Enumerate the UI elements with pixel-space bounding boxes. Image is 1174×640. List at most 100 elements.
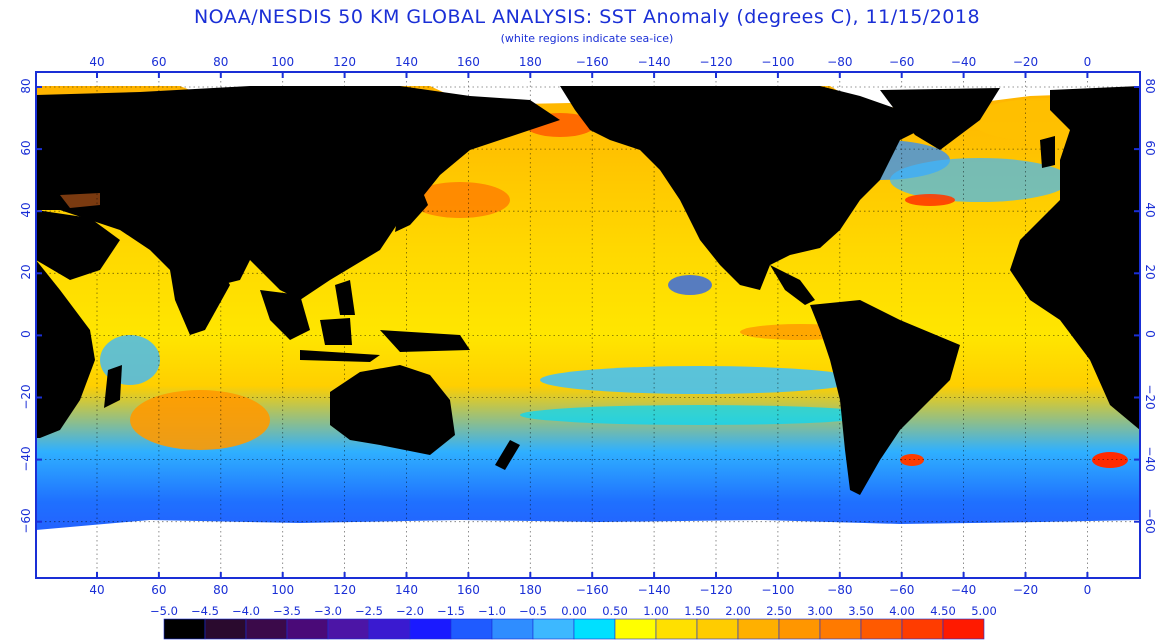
lon-tick-label: 160 (456, 583, 480, 597)
map-ticks (36, 72, 1140, 578)
sea-ice-south (36, 520, 1140, 578)
colorbar-tick-label: 1.50 (684, 604, 710, 618)
colorbar-tick-label: 3.50 (848, 604, 874, 618)
colorbar-swatch (778, 618, 821, 640)
lon-tick-label: −20 (1012, 55, 1039, 69)
land-india (170, 268, 230, 335)
colorbar-swatch (655, 618, 698, 640)
colorbar-tick-label: 0.50 (602, 604, 628, 618)
map-title: NOAA/NESDIS 50 KM GLOBAL ANALYSIS: SST A… (193, 6, 981, 28)
colorbar-tick-label: −1.5 (437, 604, 465, 618)
lat-tick-label: −60 (19, 508, 33, 534)
lat-tick-label: 40 (1143, 202, 1157, 218)
lat-tick-label: 20 (19, 264, 33, 280)
colorbar-tick-label: −3.5 (273, 604, 301, 618)
lon-tick-label: 40 (89, 55, 105, 69)
lon-tick-label: −140 (637, 583, 671, 597)
land-masses (36, 86, 1140, 495)
land-europe-africa (1010, 86, 1140, 430)
lat-tick-label: −40 (19, 445, 33, 472)
land-eurasia (36, 86, 560, 300)
colorbar-tick-label: −4.5 (191, 604, 219, 618)
colorbar-swatch (286, 618, 329, 640)
land-greenland (880, 88, 1000, 150)
lon-tick-label: 140 (395, 55, 418, 69)
colorbar-tick-label: −5.0 (150, 604, 178, 618)
colorbar-swatch (942, 618, 985, 640)
lon-tick-label: 100 (271, 583, 295, 597)
colorbar-tick-label: 2.00 (725, 604, 751, 618)
lon-tick-label: −80 (827, 55, 853, 69)
colorbar-tick-label: −2.5 (355, 604, 383, 618)
lon-tick-label: −60 (889, 583, 915, 597)
lon-tick-label: −100 (761, 583, 795, 597)
lon-tick-label: 180 (518, 583, 542, 597)
lon-tick-label: 120 (333, 583, 357, 597)
colorbar-tick-label: 3.00 (807, 604, 833, 618)
inland-lake-patch (60, 193, 100, 208)
lon-tick-label: 120 (333, 55, 357, 69)
colorbar (163, 618, 985, 640)
colorbar-tick-label: 5.00 (971, 604, 997, 618)
colorbar-tick-label: −2.0 (396, 604, 424, 618)
colorbar-swatch (614, 618, 657, 640)
colorbar-swatch (573, 618, 616, 640)
colorbar-swatch (860, 618, 903, 640)
colorbar-swatch (901, 618, 944, 640)
lon-tick-label: −60 (889, 55, 915, 69)
lon-tick-label: −140 (637, 55, 671, 69)
colorbar-swatch (532, 618, 575, 640)
lon-tick-label: −40 (950, 55, 977, 69)
map-frame (35, 71, 1141, 579)
lon-tick-label: 80 (213, 55, 229, 69)
lat-tick-label: −40 (1143, 445, 1157, 472)
lon-tick-label: 0 (1083, 583, 1092, 597)
lat-tick-label: 0 (1143, 330, 1157, 339)
graticule (36, 72, 1140, 578)
colorbar-swatch (204, 618, 247, 640)
lon-tick-label: −120 (699, 55, 733, 69)
lat-tick-label: 20 (1143, 264, 1157, 280)
map-field (36, 72, 1140, 578)
lon-tick-label: 60 (151, 583, 167, 597)
lon-tick-label: 60 (151, 55, 167, 69)
colorbar-swatch (245, 618, 288, 640)
colorbar-swatch (819, 618, 862, 640)
land-africa (36, 260, 95, 438)
lat-tick-label: 60 (19, 140, 33, 156)
lon-tick-label: 180 (518, 55, 542, 69)
colorbar-swatch (450, 618, 493, 640)
land-australia (330, 365, 455, 455)
lon-tick-label: −20 (1012, 583, 1039, 597)
lon-tick-label: −160 (575, 583, 609, 597)
colorbar-swatch (163, 618, 206, 640)
lat-tick-label: −20 (1143, 383, 1157, 410)
lat-tick-label: −20 (19, 383, 33, 410)
colorbar-tick-label: −0.5 (519, 604, 547, 618)
colorbar-tick-label: 1.00 (643, 604, 669, 618)
colorbar-tick-label: 2.50 (766, 604, 792, 618)
map-subtitle: (white regions indicate sea-ice) (500, 32, 674, 45)
colorbar-tick-label: 4.00 (889, 604, 915, 618)
lat-tick-label: 40 (19, 202, 33, 218)
lat-tick-label: 80 (19, 78, 33, 94)
colorbar-tick-label: 0.00 (561, 604, 587, 618)
lon-tick-label: 80 (213, 583, 229, 597)
lon-tick-label: 40 (89, 583, 105, 597)
lon-tick-label: −80 (827, 583, 853, 597)
colorbar-swatch (491, 618, 534, 640)
lon-tick-label: 0 (1083, 55, 1092, 69)
colorbar-tick-label: −3.0 (314, 604, 342, 618)
lon-tick-label: 160 (456, 55, 480, 69)
colorbar-swatch (737, 618, 780, 640)
colorbar-swatch (327, 618, 370, 640)
colorbar-tick-label: −4.0 (232, 604, 260, 618)
land-north-america (560, 86, 920, 290)
land-south-america (810, 300, 960, 495)
lat-tick-label: 80 (1143, 78, 1157, 94)
lon-tick-label: −160 (575, 55, 609, 69)
lon-tick-label: −120 (699, 583, 733, 597)
lat-tick-label: 60 (1143, 140, 1157, 156)
lon-tick-label: −100 (761, 55, 795, 69)
